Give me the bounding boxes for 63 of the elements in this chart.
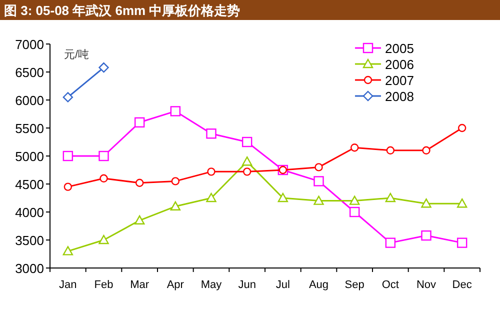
point <box>242 136 252 148</box>
point <box>171 177 180 186</box>
point <box>314 176 324 186</box>
point <box>456 198 468 208</box>
point <box>170 201 181 210</box>
point <box>206 192 216 202</box>
point <box>135 178 144 187</box>
x-tick-label: Sep <box>344 279 364 291</box>
y-tick-label: 6000 <box>15 93 44 108</box>
point <box>385 192 396 202</box>
point <box>456 238 468 248</box>
point <box>98 234 109 244</box>
point <box>385 238 396 248</box>
point <box>206 128 216 139</box>
y-tick-label: 3000 <box>15 261 44 276</box>
x-tick-label: Nov <box>416 279 437 291</box>
x-tick-label: Dec <box>452 279 472 291</box>
point <box>278 192 288 202</box>
point <box>386 146 395 154</box>
point <box>458 124 466 132</box>
y-tick-label: 4000 <box>15 205 44 220</box>
point <box>242 168 252 176</box>
point <box>170 106 181 116</box>
point <box>314 163 323 172</box>
y-axis-title: 元/吨 <box>64 48 90 61</box>
point <box>421 198 432 208</box>
legend-label: 2006 <box>385 57 414 72</box>
point <box>350 144 359 152</box>
point <box>421 230 432 241</box>
y-tick-label: 7000 <box>15 37 44 52</box>
x-tick-label: May <box>200 279 222 291</box>
point <box>100 174 108 182</box>
x-tick-label: Apr <box>166 279 184 291</box>
point <box>62 246 74 256</box>
point <box>62 92 74 102</box>
x-tick-label: Jul <box>276 279 290 291</box>
y-tick-label: 4500 <box>15 177 44 192</box>
legend-label: 2007 <box>385 73 414 88</box>
point <box>207 168 216 176</box>
point <box>98 62 109 73</box>
point <box>98 150 109 162</box>
y-tick-label: 5500 <box>15 121 44 136</box>
legend-label: 2005 <box>385 41 414 56</box>
x-tick-label: Jan <box>59 279 77 291</box>
y-tick-label: 5000 <box>15 149 44 164</box>
point <box>62 150 74 162</box>
x-tick-label: Mar <box>130 279 150 291</box>
x-tick-label: Jun <box>238 279 256 291</box>
x-tick-label: Aug <box>308 279 329 291</box>
legend-label: 2008 <box>385 89 414 104</box>
point <box>422 146 430 154</box>
point <box>349 196 360 205</box>
point <box>349 206 360 218</box>
x-tick-label: Oct <box>382 279 399 291</box>
x-tick-label: Feb <box>94 279 114 291</box>
point <box>64 182 72 191</box>
y-tick-label: 6500 <box>15 65 44 80</box>
point <box>134 215 145 224</box>
point <box>242 156 252 166</box>
y-tick-label: 3500 <box>15 233 44 248</box>
point <box>314 196 324 205</box>
chart-title: 图 3: 05-08 年武汉 6mm 中厚板价格走势 <box>4 3 240 18</box>
point <box>134 117 145 128</box>
